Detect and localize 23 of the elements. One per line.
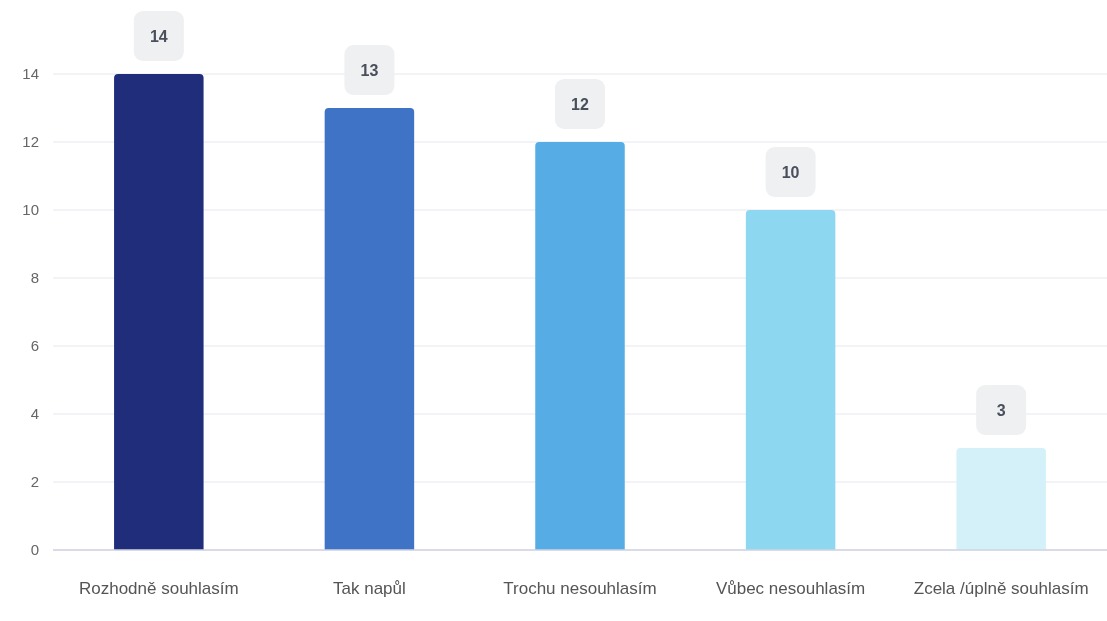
x-tick-label: Vůbec nesouhlasím	[715, 579, 866, 598]
y-tick-label: 8	[30, 269, 39, 287]
y-tick-label: 4	[30, 405, 39, 423]
y-tick-label: 12	[22, 133, 39, 151]
x-tick-label: Tak napůl	[333, 579, 406, 598]
data-label: 3	[996, 401, 1006, 419]
x-tick-label: Rozhodně souhlasím	[78, 579, 239, 598]
bar	[745, 210, 836, 550]
bar	[114, 74, 204, 550]
bar	[535, 142, 625, 550]
bar	[324, 108, 415, 550]
bar	[956, 448, 1046, 550]
x-tick-label: Trochu nesouhlasím	[503, 579, 657, 598]
data-label: 14	[149, 27, 168, 45]
data-label: 12	[571, 95, 589, 113]
x-tick-label: Zcela /úplně souhlasím	[913, 579, 1089, 598]
data-label: 13	[360, 61, 379, 79]
y-tick-label: 6	[30, 337, 39, 355]
y-tick-label: 14	[22, 65, 39, 83]
y-tick-label: 2	[30, 473, 39, 491]
y-tick-label: 0	[30, 541, 39, 559]
data-label: 10	[781, 163, 800, 181]
y-tick-label: 10	[22, 201, 39, 219]
